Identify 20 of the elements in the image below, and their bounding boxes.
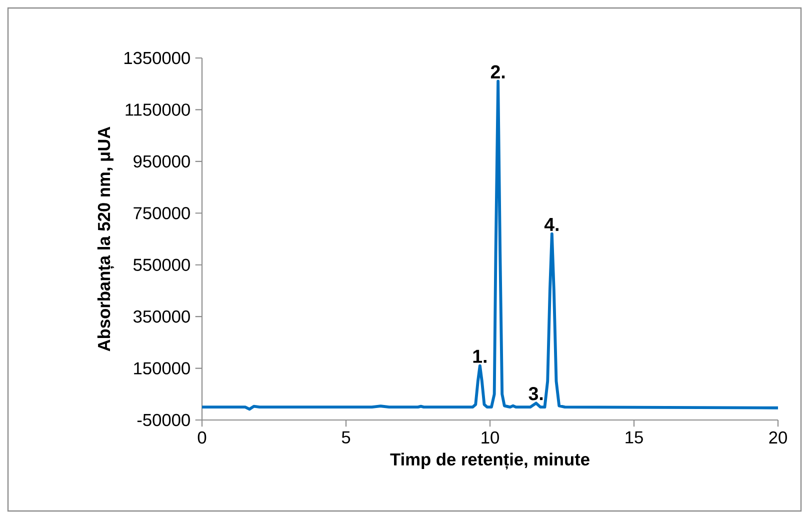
y-tick-label: -50000 xyxy=(137,414,190,426)
x-axis-title: Timp de retenție, minute xyxy=(390,452,590,470)
annotation: 2. xyxy=(490,65,505,78)
y-tick-label: 1150000 xyxy=(126,104,190,116)
x-tick-label: 15 xyxy=(626,431,643,444)
y-tick-label: 150000 xyxy=(134,362,190,374)
y-tick-label: 1350000 xyxy=(124,52,190,64)
y-axis-title: Absorbanța la 520 nm, μUA xyxy=(97,126,114,352)
annotation: 3. xyxy=(528,387,543,400)
y-tick-label: 350000 xyxy=(133,310,190,323)
y-tick-label: 950000 xyxy=(134,155,190,168)
line-series xyxy=(200,80,780,411)
x-tick-label: 20 xyxy=(769,431,787,444)
y-tick-label: 550000 xyxy=(133,258,190,271)
annotation: 1. xyxy=(473,350,486,363)
y-tick-label: 750000 xyxy=(134,207,190,220)
x-tick-label: 0 xyxy=(198,431,206,444)
x-tick-label: 5 xyxy=(342,431,350,444)
x-tick-label: 10 xyxy=(482,431,499,444)
annotation: 4. xyxy=(544,218,558,231)
